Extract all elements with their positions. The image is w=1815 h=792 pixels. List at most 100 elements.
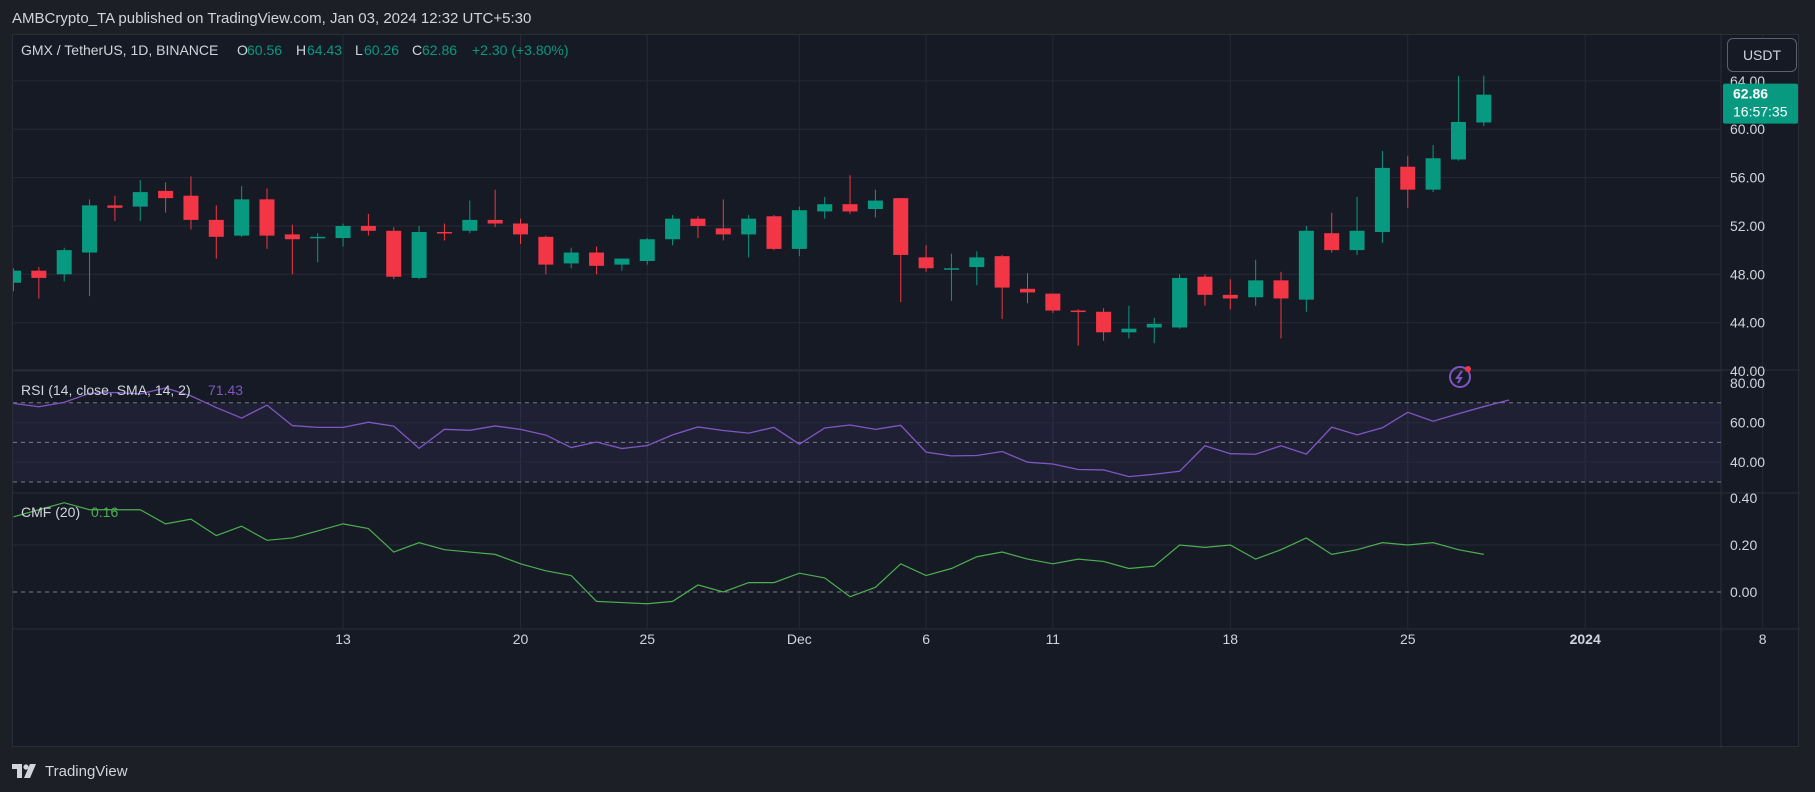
candle-body[interactable] [208,219,224,237]
chart-canvas[interactable]: 64.0060.0056.0052.0048.0044.0040.0062.86… [13,35,1800,748]
low-value: 60.26 [364,42,399,58]
candle-body[interactable] [284,234,300,240]
price-tick-label: 40.00 [1730,363,1765,379]
x-tick-label: 25 [1400,631,1416,647]
x-tick-label: 11 [1046,631,1061,647]
candle-body[interactable] [107,205,123,208]
price-tick-label: 48.00 [1730,266,1765,282]
rsi-band-fill [13,402,1721,482]
candle-body[interactable] [614,258,630,265]
lightning-alert-icon[interactable] [1449,366,1471,388]
candle-body[interactable] [1298,230,1314,300]
rsi-tick-label: 60.00 [1730,415,1765,431]
candle-body[interactable] [1324,233,1340,251]
candle-body[interactable] [766,216,782,249]
candle-body[interactable] [1197,276,1213,295]
candle-body[interactable] [842,204,858,212]
candle-body[interactable] [13,270,21,283]
candle-body[interactable] [994,256,1010,288]
open-value: 60.56 [247,42,282,58]
candle-body[interactable] [817,204,833,212]
candle-body[interactable] [360,225,376,231]
price-tick-label: 44.00 [1730,315,1765,331]
candle-body[interactable] [436,231,452,234]
candle-body[interactable] [1222,294,1238,299]
candle-body[interactable] [386,230,402,277]
last-price-tag [1723,83,1798,124]
x-tick-label: 20 [513,631,529,647]
candle-body[interactable] [31,270,47,278]
candle-body[interactable] [56,250,72,275]
candle-body[interactable] [665,218,681,240]
candle-body[interactable] [487,219,503,224]
candle-body[interactable] [893,198,909,255]
cmf-label: CMF (20) [21,504,80,520]
price-tick-label: 52.00 [1730,218,1765,234]
candle-body[interactable] [690,218,706,226]
rsi-value: 71.43 [208,382,243,398]
chart-frame[interactable]: 64.00 60.00 56.00 52.00 48.00 44.00 40.00 62.86… [12,34,1800,748]
candle-body[interactable] [1400,166,1416,190]
candle-body[interactable] [82,205,98,253]
cmf-line [13,502,1484,605]
x-tick-label: 6 [922,631,930,647]
candle-body[interactable] [918,257,934,269]
tradingview-wordmark: TradingView [45,762,128,780]
candle-body[interactable] [158,190,174,199]
candle-body[interactable] [639,239,655,261]
candle-body[interactable] [1273,280,1289,299]
rsi-tick-label: 40.00 [1730,454,1765,470]
candle-body[interactable] [563,252,579,264]
bar-countdown: 16:57:35 [1733,104,1788,120]
rsi-tick-label: 80.00 [1730,375,1765,391]
candle-body[interactable] [1374,167,1390,232]
symbol-label: GMX / TetherUS, 1D, BINANCE [21,42,218,58]
candle-body[interactable] [1096,311,1112,333]
last-price-value: 62.86 [1733,86,1768,102]
candle-body[interactable] [538,236,554,265]
lightning-bolt [1455,370,1463,384]
alert-dot [1465,366,1471,372]
candle-body[interactable] [462,219,478,231]
candle-body[interactable] [310,236,326,239]
candle-body[interactable] [1476,94,1492,123]
candle-body[interactable] [589,252,605,266]
candle-body[interactable] [513,223,528,235]
candle-body[interactable] [969,257,985,268]
candle-body[interactable] [1425,158,1441,190]
candle-body[interactable] [1146,323,1162,328]
close-label: C [412,42,422,58]
candle-body[interactable] [411,231,427,278]
candle-body[interactable] [234,199,250,236]
candle-body[interactable] [1070,310,1086,313]
candle-body[interactable] [741,218,757,235]
candle-body[interactable] [1172,277,1188,328]
candle-body[interactable] [943,268,959,270]
x-tick-label: Dec [787,631,812,647]
price-tick-label: 60.00 [1730,121,1765,137]
price-tick-label: 56.00 [1730,170,1765,186]
candle-body[interactable] [259,199,275,236]
candle-body[interactable] [1450,121,1466,160]
candle-body[interactable] [1349,230,1365,251]
tradingview-logo-icon [12,764,38,778]
x-tick-label: 25 [639,631,655,647]
candle-body[interactable] [183,195,199,220]
x-tick-label: 2024 [1570,631,1601,647]
candle-body[interactable] [335,225,351,239]
currency-button[interactable]: USDT [1727,38,1797,72]
candle-body[interactable] [791,210,807,249]
candle-body[interactable] [1248,280,1264,298]
candle-body[interactable] [715,228,731,235]
publisher-text: AMBCrypto_TA published on TradingView.co… [12,10,532,27]
rsi-line [13,387,1510,478]
candle-body[interactable] [1121,328,1137,333]
candle-body[interactable] [867,200,883,210]
x-tick-label: 18 [1223,631,1239,647]
candle-body[interactable] [1045,293,1061,311]
x-tick-label: 13 [335,631,351,647]
candle-body[interactable] [132,192,148,207]
footer-branding[interactable]: TradingView [12,756,128,786]
cmf-tick-label: 0.20 [1730,537,1757,553]
candle-body[interactable] [1020,288,1035,293]
